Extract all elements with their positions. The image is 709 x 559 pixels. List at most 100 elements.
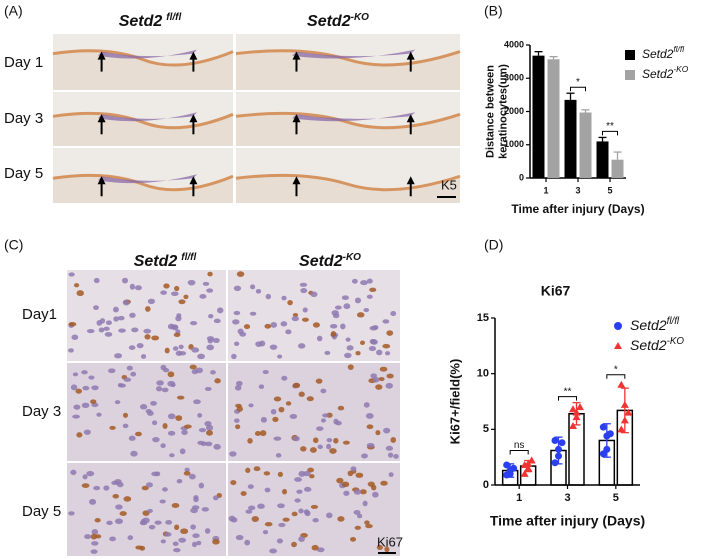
y-tick-label: 4000 [504,39,524,49]
arrow-head [292,176,301,185]
nucleus [320,388,327,394]
nucleus [315,378,323,384]
nucleus [341,295,349,301]
tissue [236,175,460,203]
nucleus [264,487,271,493]
nucleus [243,324,251,330]
nucleus [119,383,126,388]
nucleus [277,503,285,509]
nucleus [160,539,166,544]
data-point [617,380,626,388]
nucleus [167,413,176,420]
nucleus [330,331,337,337]
nucleus [201,507,210,512]
nucleus [291,541,297,548]
data-point [599,423,607,431]
nucleus [187,279,196,286]
nucleus [81,402,90,408]
row-label: Day 3 [4,110,43,127]
nucleus [82,474,88,480]
nucleus [213,318,221,324]
k5-stain [52,173,234,192]
nucleus [134,285,142,291]
nucleus [145,306,151,312]
arrow-head [406,51,415,60]
nucleus [235,380,243,387]
arrow-head [189,114,198,123]
nucleus [317,444,323,450]
nucleus [178,344,184,350]
y-tick-label: 15 [477,312,489,324]
nucleus [204,421,212,427]
nucleus [229,451,237,457]
nucleus [332,313,340,319]
nucleus [176,395,185,400]
nucleus [155,386,163,392]
nucleus [245,509,253,514]
tissue [53,175,233,203]
legend-label: Setd2fl/fl [630,316,680,333]
nucleus [71,334,79,340]
nucleus [366,278,373,284]
arrow-head [406,114,415,123]
nucleus [212,538,220,545]
nucleus [175,350,183,356]
nucleus [233,341,240,347]
nucleus [379,366,388,372]
y-tick-label: 3000 [504,73,524,83]
legend-sup: -KO [673,64,688,74]
legend-label: Setd2-KO [630,336,684,353]
nucleus [280,321,288,327]
nucleus [383,427,391,434]
data-point [576,403,584,411]
nucleus [126,365,133,371]
nucleus [204,386,212,392]
nucleus [372,491,379,498]
nucleus [90,533,97,540]
nucleus [82,385,90,391]
nucleus [123,496,132,502]
nucleus [183,471,191,476]
nucleus [130,371,137,377]
arrow-head [97,176,106,185]
nucleus [355,350,361,356]
bar [579,112,592,178]
micrograph [67,463,226,556]
nucleus [179,448,186,455]
nucleus [171,502,180,509]
nucleus [384,351,391,356]
nucleus [128,345,136,350]
nucleus [212,495,219,501]
nucleus [368,346,376,352]
nucleus [277,354,283,359]
nucleus [364,520,370,525]
nucleus [239,331,247,337]
nucleus [285,329,292,335]
nucleus [341,481,350,488]
nucleus [270,408,277,415]
tissue [236,50,460,90]
nucleus [190,507,198,514]
nucleus [372,376,380,383]
nucleus [384,546,390,553]
nucleus [140,354,147,359]
nucleus [262,530,269,535]
nucleus [191,541,198,548]
legend-marker [614,342,622,349]
nucleus [205,441,213,447]
nucleus [309,474,315,479]
arrow-head [189,176,198,185]
nucleus [257,503,265,509]
nucleus [269,344,278,350]
nucleus [152,420,158,426]
nucleus [96,412,102,417]
nucleus [189,364,197,370]
nucleus [162,367,170,373]
y-tick-label: 1000 [504,139,524,149]
nucleus [72,372,79,377]
nucleus [216,307,224,314]
bar [547,59,560,178]
nucleus [156,380,164,386]
legend-marker [625,50,635,60]
